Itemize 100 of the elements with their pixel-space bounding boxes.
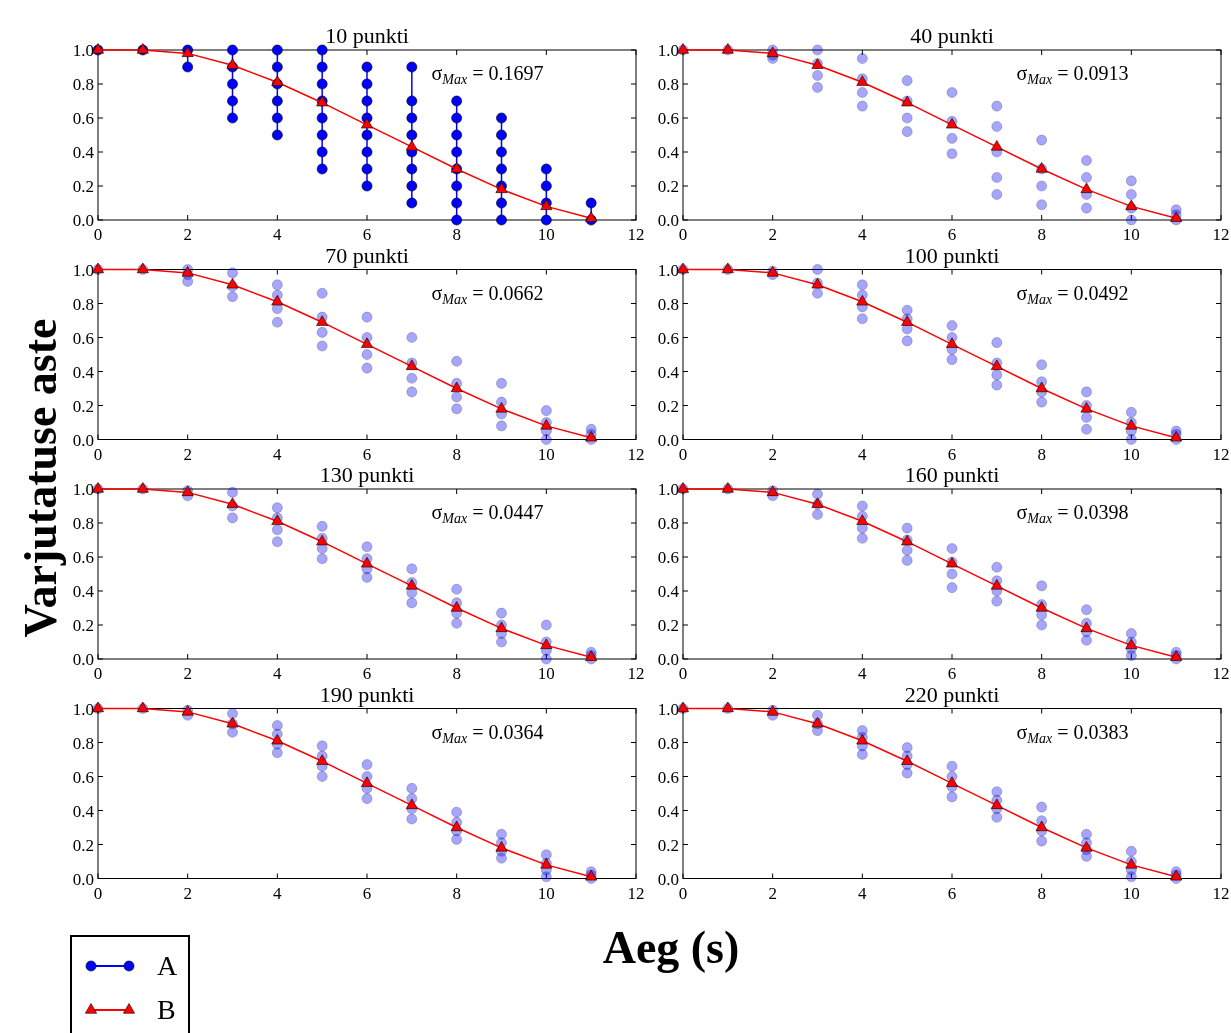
x-tick-label: 4 <box>858 664 868 683</box>
y-tick-label: 0.8 <box>72 514 94 533</box>
y-tick-label: 0.6 <box>657 109 679 128</box>
y-tick-label: 0.2 <box>72 835 94 855</box>
x-tick-label: 2 <box>768 664 777 683</box>
y-tick-label: 0.4 <box>72 143 95 162</box>
y-tick-label: 1.0 <box>72 699 94 719</box>
x-tick-label: 12 <box>1212 225 1230 244</box>
y-tick-label: 0.0 <box>657 869 679 889</box>
y-tick-label: 0.6 <box>72 328 94 348</box>
chart-title: 40 punkti <box>910 23 994 48</box>
x-tick-label: 2 <box>768 883 777 903</box>
x-tick-label: 6 <box>362 664 372 683</box>
x-tick-label: 8 <box>452 664 461 683</box>
x-tick-label: 2 <box>183 883 192 903</box>
x-tick-label: 4 <box>858 883 868 903</box>
annotation: σ$_{Max}$ = 0.0447 <box>431 501 544 527</box>
x-tick-label: 10 <box>537 664 555 683</box>
x-tick-label: 8 <box>1037 664 1046 683</box>
x-tick-label: 6 <box>947 444 957 464</box>
y-tick-label: 0.8 <box>657 514 679 533</box>
x-tick-label: 4 <box>273 444 283 464</box>
y-tick-label: 0.4 <box>657 362 680 382</box>
x-tick-label: 12 <box>1212 664 1230 683</box>
x-tick-label: 8 <box>1037 444 1046 464</box>
x-tick-label: 12 <box>627 225 645 244</box>
y-tick-label: 0.0 <box>72 869 94 889</box>
y-tick-label: 0.0 <box>657 211 679 230</box>
y-tick-label: 0.8 <box>72 294 94 314</box>
x-tick-label: 0 <box>93 883 103 903</box>
y-tick-label: 1.0 <box>657 699 679 719</box>
x-tick-label: 6 <box>947 883 957 903</box>
annotation: σ$_{Max}$ = 0.0383 <box>1016 720 1129 746</box>
x-tick-label: 0 <box>678 883 688 903</box>
y-tick-label: 0.2 <box>72 616 94 635</box>
y-tick-label: 0.2 <box>72 396 94 416</box>
x-tick-label: 0 <box>678 444 688 464</box>
x-tick-label: 8 <box>452 444 461 464</box>
chart-title: 100 punkti <box>904 242 1000 268</box>
y-tick-label: 1.0 <box>72 480 94 499</box>
x-tick-label: 10 <box>1122 664 1140 683</box>
y-tick-label: 0.2 <box>657 835 679 855</box>
y-tick-label: 0.4 <box>72 582 95 601</box>
y-tick-label: 0.0 <box>72 211 94 230</box>
annotation: σ$_{Max}$ = 0.0398 <box>1016 501 1129 527</box>
x-tick-label: 2 <box>183 444 192 464</box>
y-tick-label: 1.0 <box>657 260 679 280</box>
x-tick-label: 4 <box>273 664 283 683</box>
y-tick-label: 0.6 <box>657 767 679 787</box>
x-tick-label: 0 <box>93 664 103 683</box>
x-tick-label: 0 <box>678 664 688 683</box>
y-tick-label: 1.0 <box>72 260 94 280</box>
x-tick-label: 2 <box>768 225 777 244</box>
x-tick-label: 4 <box>273 225 283 244</box>
x-tick-label: 12 <box>627 444 645 464</box>
x-tick-label: 10 <box>1122 444 1140 464</box>
x-tick-label: 8 <box>452 883 461 903</box>
legend-label: A <box>157 950 178 981</box>
chart-title: 10 punkti <box>325 23 409 48</box>
x-tick-label: 10 <box>537 444 555 464</box>
y-tick-label: 0.2 <box>657 616 679 635</box>
y-tick-label: 0.6 <box>657 328 679 348</box>
y-tick-label: 0.8 <box>72 733 94 753</box>
y-tick-label: 0.4 <box>657 143 680 162</box>
x-tick-label: 8 <box>1037 883 1046 903</box>
y-tick-label: 1.0 <box>657 480 679 499</box>
legend-label: B <box>157 994 176 1025</box>
x-tick-label: 10 <box>1122 225 1140 244</box>
y-tick-label: 0.4 <box>657 801 680 821</box>
annotation: σ$_{Max}$ = 0.0364 <box>431 720 544 746</box>
annotation: σ$_{Max}$ = 0.0662 <box>431 281 544 307</box>
x-tick-label: 8 <box>1037 225 1046 244</box>
x-tick-label: 2 <box>183 225 192 244</box>
y-tick-label: 0.4 <box>657 582 680 601</box>
y-tick-label: 0.4 <box>72 362 95 382</box>
x-tick-label: 10 <box>1122 883 1140 903</box>
x-tick-label: 0 <box>93 444 103 464</box>
x-tick-label: 6 <box>947 225 957 244</box>
y-tick-label: 0.0 <box>657 650 679 669</box>
x-tick-label: 0 <box>678 225 688 244</box>
y-tick-label: 0.2 <box>657 177 679 196</box>
y-tick-label: 0.0 <box>657 430 679 450</box>
x-tick-label: 6 <box>362 883 372 903</box>
x-tick-label: 6 <box>947 664 957 683</box>
x-tick-label: 12 <box>1212 883 1230 903</box>
chart-title: 70 punkti <box>325 242 409 268</box>
x-tick-label: 12 <box>627 664 645 683</box>
y-tick-label: 0.8 <box>72 75 94 94</box>
y-tick-label: 0.8 <box>657 733 679 753</box>
x-tick-label: 12 <box>1212 444 1230 464</box>
x-tick-label: 6 <box>362 444 372 464</box>
annotation: σ$_{Max}$ = 0.1697 <box>431 62 544 88</box>
x-tick-label: 2 <box>768 444 777 464</box>
chart-title: 190 punkti <box>319 681 415 707</box>
y-tick-label: 0.6 <box>72 767 94 787</box>
x-tick-label: 4 <box>858 225 868 244</box>
x-axis-title: Aeg (s) <box>602 922 740 973</box>
x-tick-label: 2 <box>183 664 192 683</box>
y-tick-label: 0.6 <box>657 548 679 567</box>
y-tick-label: 0.8 <box>657 294 679 314</box>
